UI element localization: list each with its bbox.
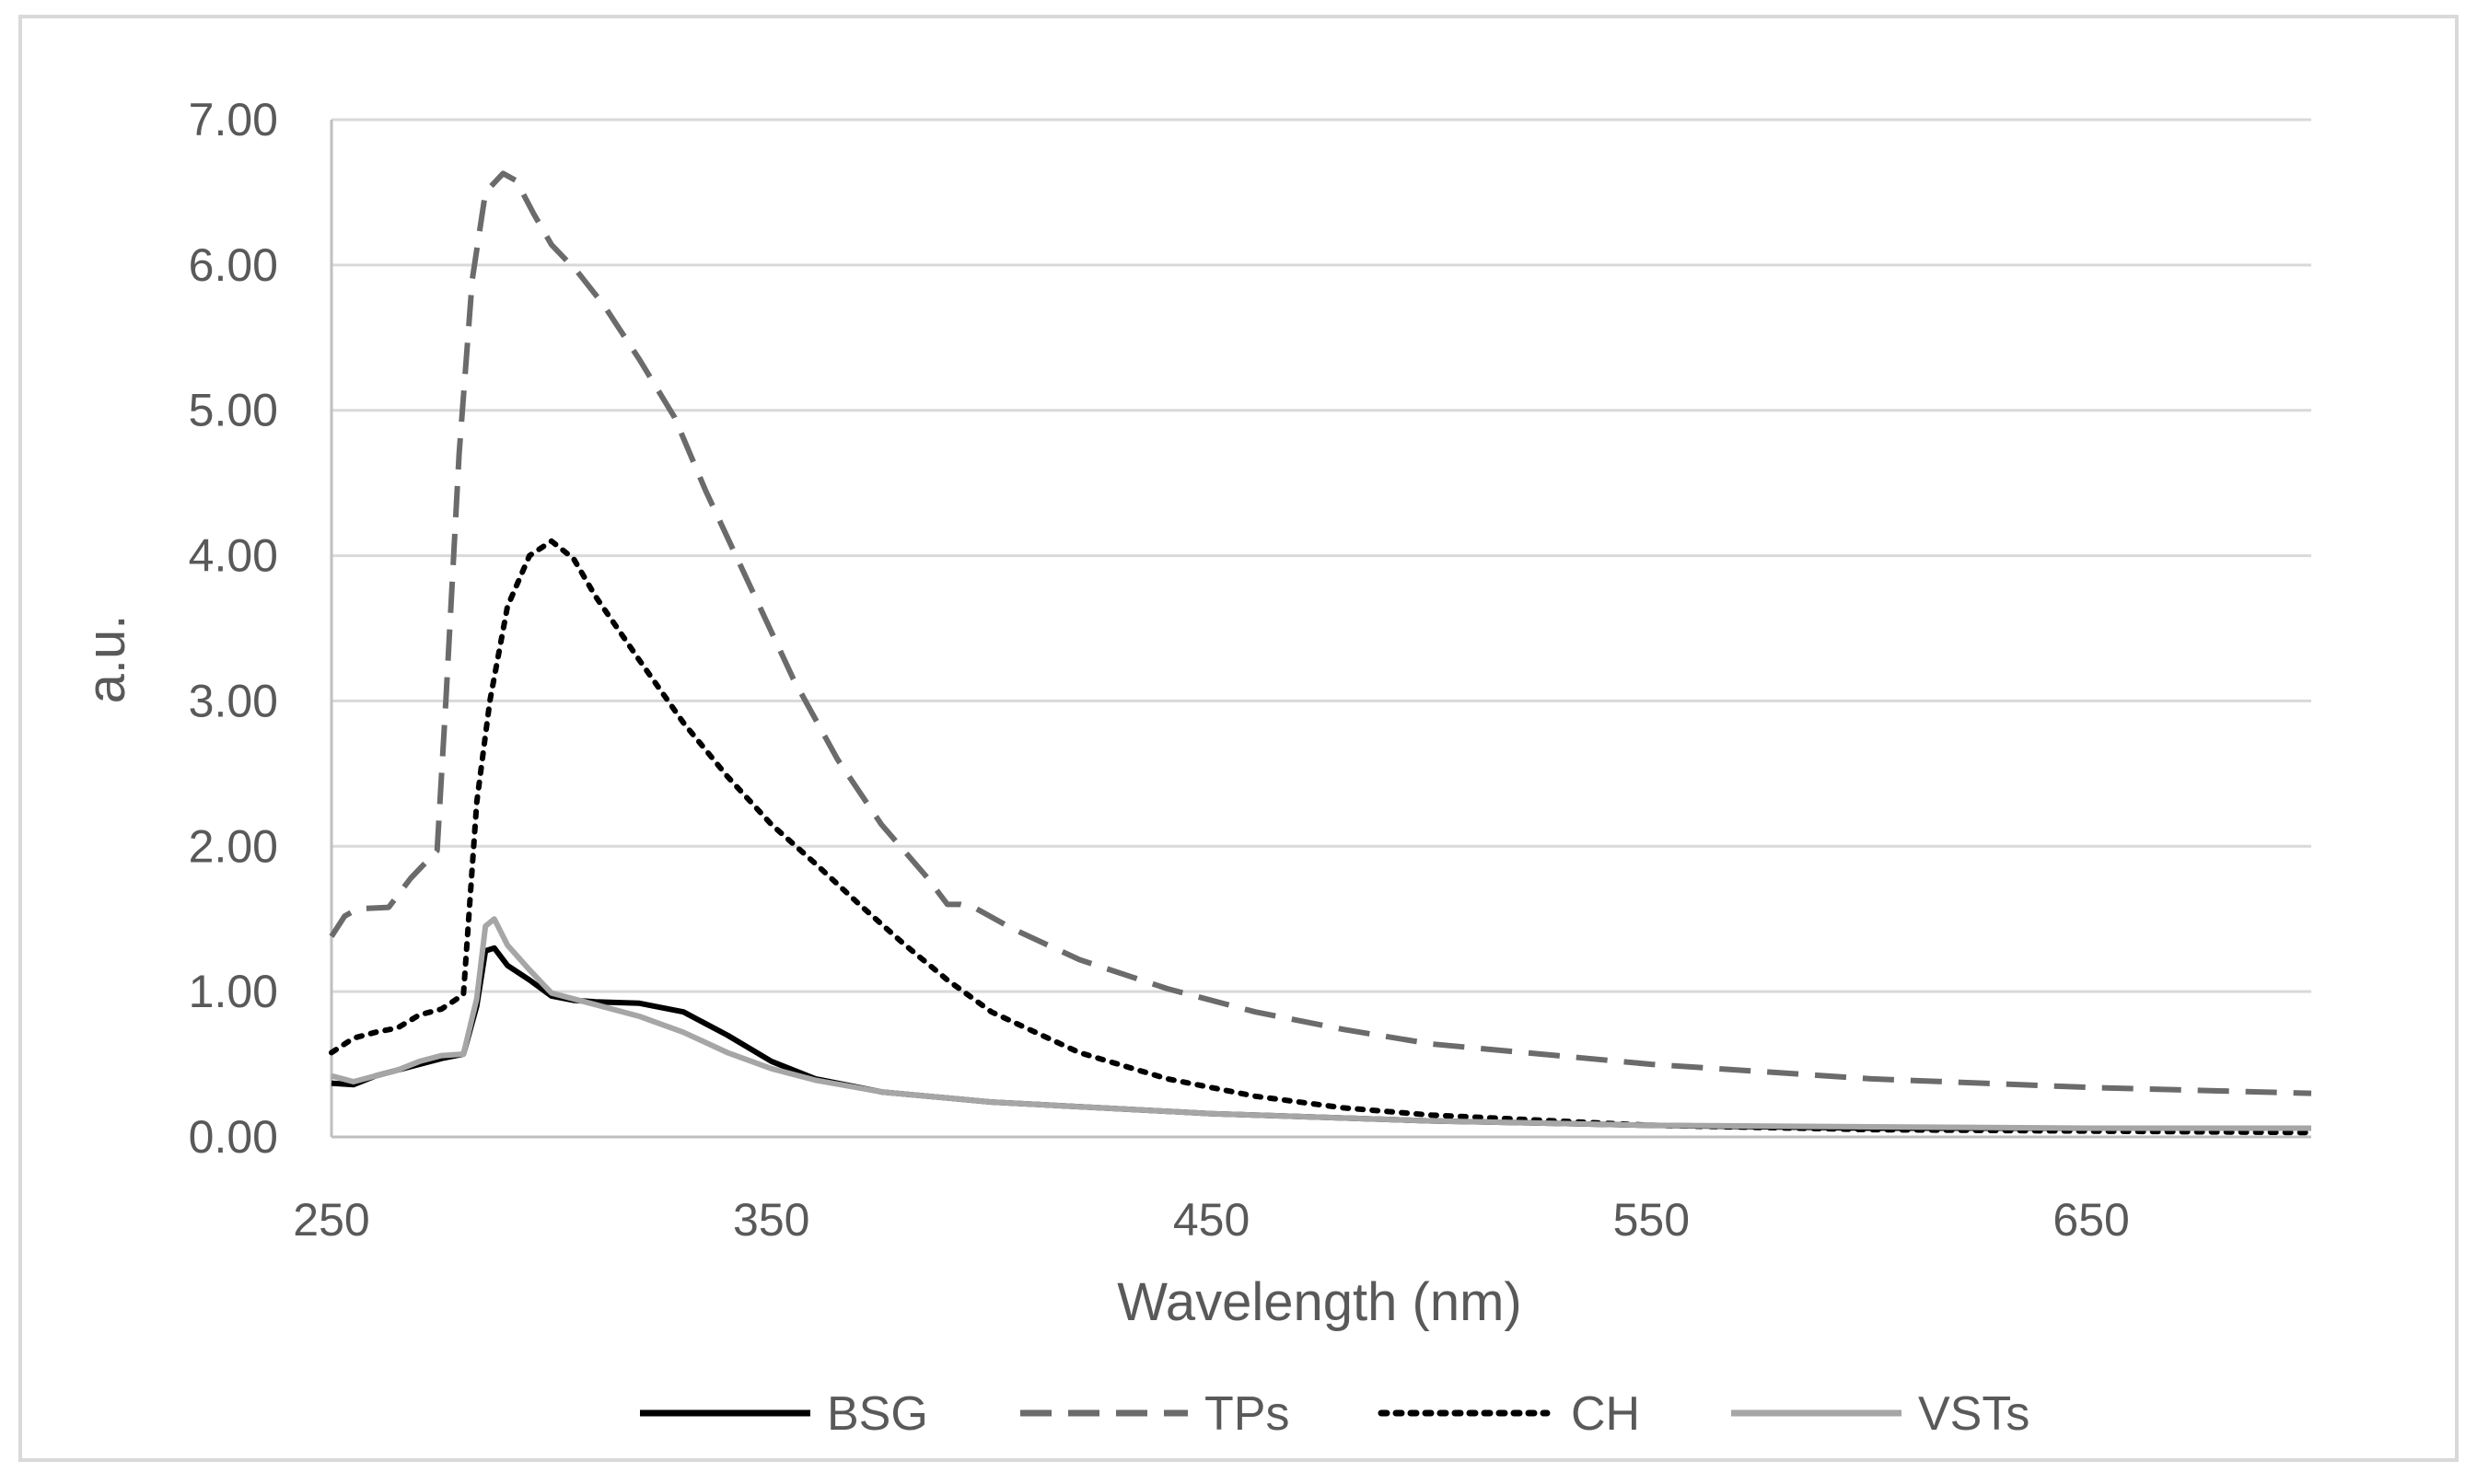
legend: BSG TPs CH VSTs (640, 1387, 2029, 1441)
x-tick-label-0: 250 (293, 1194, 369, 1246)
y-tick-label-3: 3.00 (189, 675, 278, 726)
x-tick-label-4: 650 (2053, 1194, 2129, 1246)
y-tick-label-6: 6.00 (189, 239, 278, 291)
series-line-tps (329, 170, 2312, 1096)
legend-label-ch: CH (1571, 1387, 1640, 1441)
legend-label-tps: TPs (1204, 1387, 1289, 1441)
y-tick-label-7: 7.00 (189, 94, 278, 145)
x-axis-title: Wavelength (nm) (1117, 1272, 1521, 1332)
y-tick-label-1: 1.00 (189, 966, 278, 1017)
x-axis-ticks: 250 350 450 550 650 (293, 1194, 2130, 1246)
y-tick-label-5: 5.00 (189, 385, 278, 436)
y-axis-title: a.u. (76, 615, 136, 704)
x-tick-label-2: 450 (1173, 1194, 1250, 1246)
gridlines (330, 118, 2311, 1139)
series-layer (329, 170, 2314, 1136)
y-tick-label-0: 0.00 (189, 1111, 278, 1163)
x-tick-label-1: 350 (733, 1194, 809, 1246)
y-axis-ticks: 0.00 1.00 2.00 3.00 4.00 5.00 6.00 7.00 (189, 94, 278, 1163)
legend-label-vsts: VSTs (1918, 1387, 2029, 1441)
series-line-ch (329, 538, 2314, 1136)
x-tick-label-3: 550 (1613, 1194, 1690, 1246)
y-tick-label-4: 4.00 (189, 530, 278, 582)
y-tick-label-2: 2.00 (189, 820, 278, 872)
series-line-vsts (331, 916, 2311, 1131)
chart-border (18, 15, 2459, 1462)
legend-label-bsg: BSG (827, 1387, 928, 1441)
